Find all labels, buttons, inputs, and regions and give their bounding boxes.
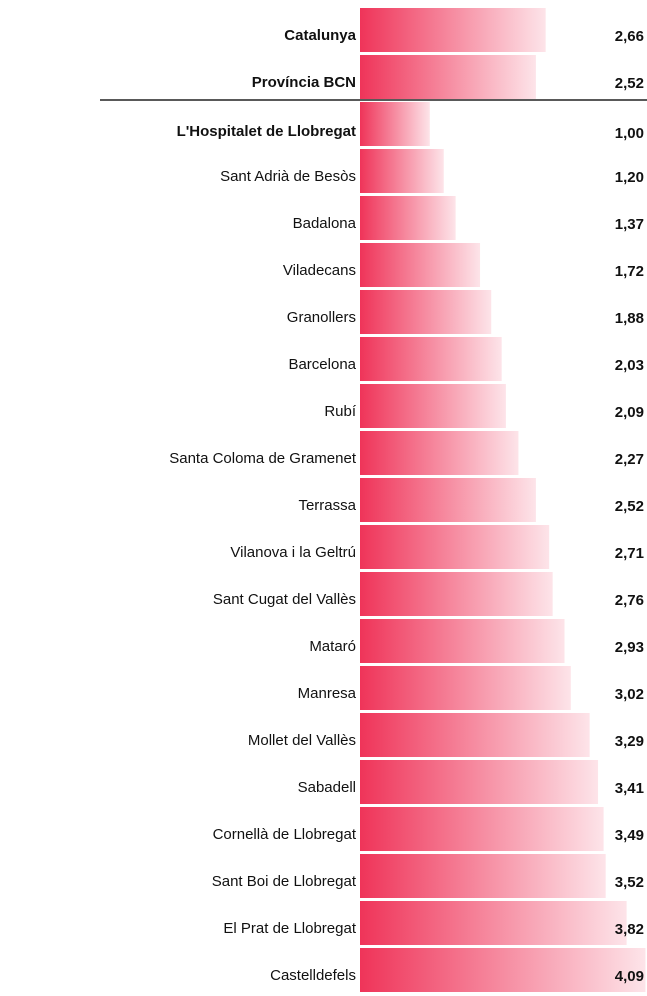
bar: [360, 807, 604, 851]
value-label: 1,88: [615, 310, 644, 327]
category-label: Badalona: [293, 215, 357, 232]
bar: [360, 55, 536, 99]
value-label: 3,52: [615, 874, 644, 891]
value-label: 2,52: [615, 75, 644, 92]
bar: [360, 102, 430, 146]
category-label: L'Hospitalet de Llobregat: [177, 123, 356, 140]
bar: [360, 243, 481, 287]
category-label: Sant Boi de Llobregat: [212, 873, 357, 890]
value-label: 4,09: [615, 968, 644, 985]
bar: [360, 431, 519, 475]
category-label: Sant Adrià de Besòs: [220, 168, 356, 185]
category-label: Província BCN: [252, 74, 356, 91]
value-label: 3,82: [615, 921, 644, 938]
value-label: 2,09: [615, 404, 644, 421]
category-label: Granollers: [287, 309, 356, 326]
category-label: El Prat de Llobregat: [223, 920, 356, 937]
bar: [360, 8, 546, 52]
value-label: 2,03: [615, 357, 644, 374]
value-label: 2,27: [615, 451, 644, 468]
value-label: 1,00: [615, 125, 644, 142]
category-label: Cornellà de Llobregat: [213, 826, 357, 843]
value-label: 3,02: [615, 686, 644, 703]
category-label: Viladecans: [283, 262, 356, 279]
bar: [360, 290, 492, 334]
category-label: Barcelona: [288, 356, 356, 373]
category-label: Catalunya: [284, 27, 356, 44]
category-label: Vilanova i la Geltrú: [230, 544, 356, 561]
value-label: 3,29: [615, 733, 644, 750]
value-label: 2,71: [615, 545, 644, 562]
bar: [360, 572, 553, 616]
bar: [360, 149, 444, 193]
category-label: Mollet del Vallès: [248, 732, 356, 749]
bar: [360, 196, 456, 240]
value-label: 2,52: [615, 498, 644, 515]
category-label: Terrassa: [298, 497, 356, 514]
value-label: 2,66: [615, 28, 644, 45]
bar: [360, 901, 627, 945]
value-label: 3,41: [615, 780, 644, 797]
value-label: 3,49: [615, 827, 644, 844]
bar: [360, 384, 506, 428]
category-label: Rubí: [324, 403, 357, 420]
bar: [360, 525, 550, 569]
bar: [360, 854, 606, 898]
value-label: 1,20: [615, 169, 644, 186]
category-label: Sant Cugat del Vallès: [213, 591, 356, 608]
bar: [360, 337, 502, 381]
value-label: 2,76: [615, 592, 644, 609]
value-label: 1,37: [615, 216, 644, 233]
bar: [360, 713, 590, 757]
category-label: Mataró: [309, 638, 356, 655]
category-label: Santa Coloma de Gramenet: [169, 450, 357, 467]
value-label: 2,93: [615, 639, 644, 656]
bar: [360, 478, 536, 522]
bar: [360, 619, 565, 663]
bar: [360, 666, 571, 710]
category-label: Sabadell: [298, 779, 356, 796]
category-label: Castelldefels: [270, 967, 356, 984]
category-label: Manresa: [298, 685, 357, 702]
value-label: 1,72: [615, 263, 644, 280]
bar: [360, 948, 646, 992]
bar: [360, 760, 599, 804]
